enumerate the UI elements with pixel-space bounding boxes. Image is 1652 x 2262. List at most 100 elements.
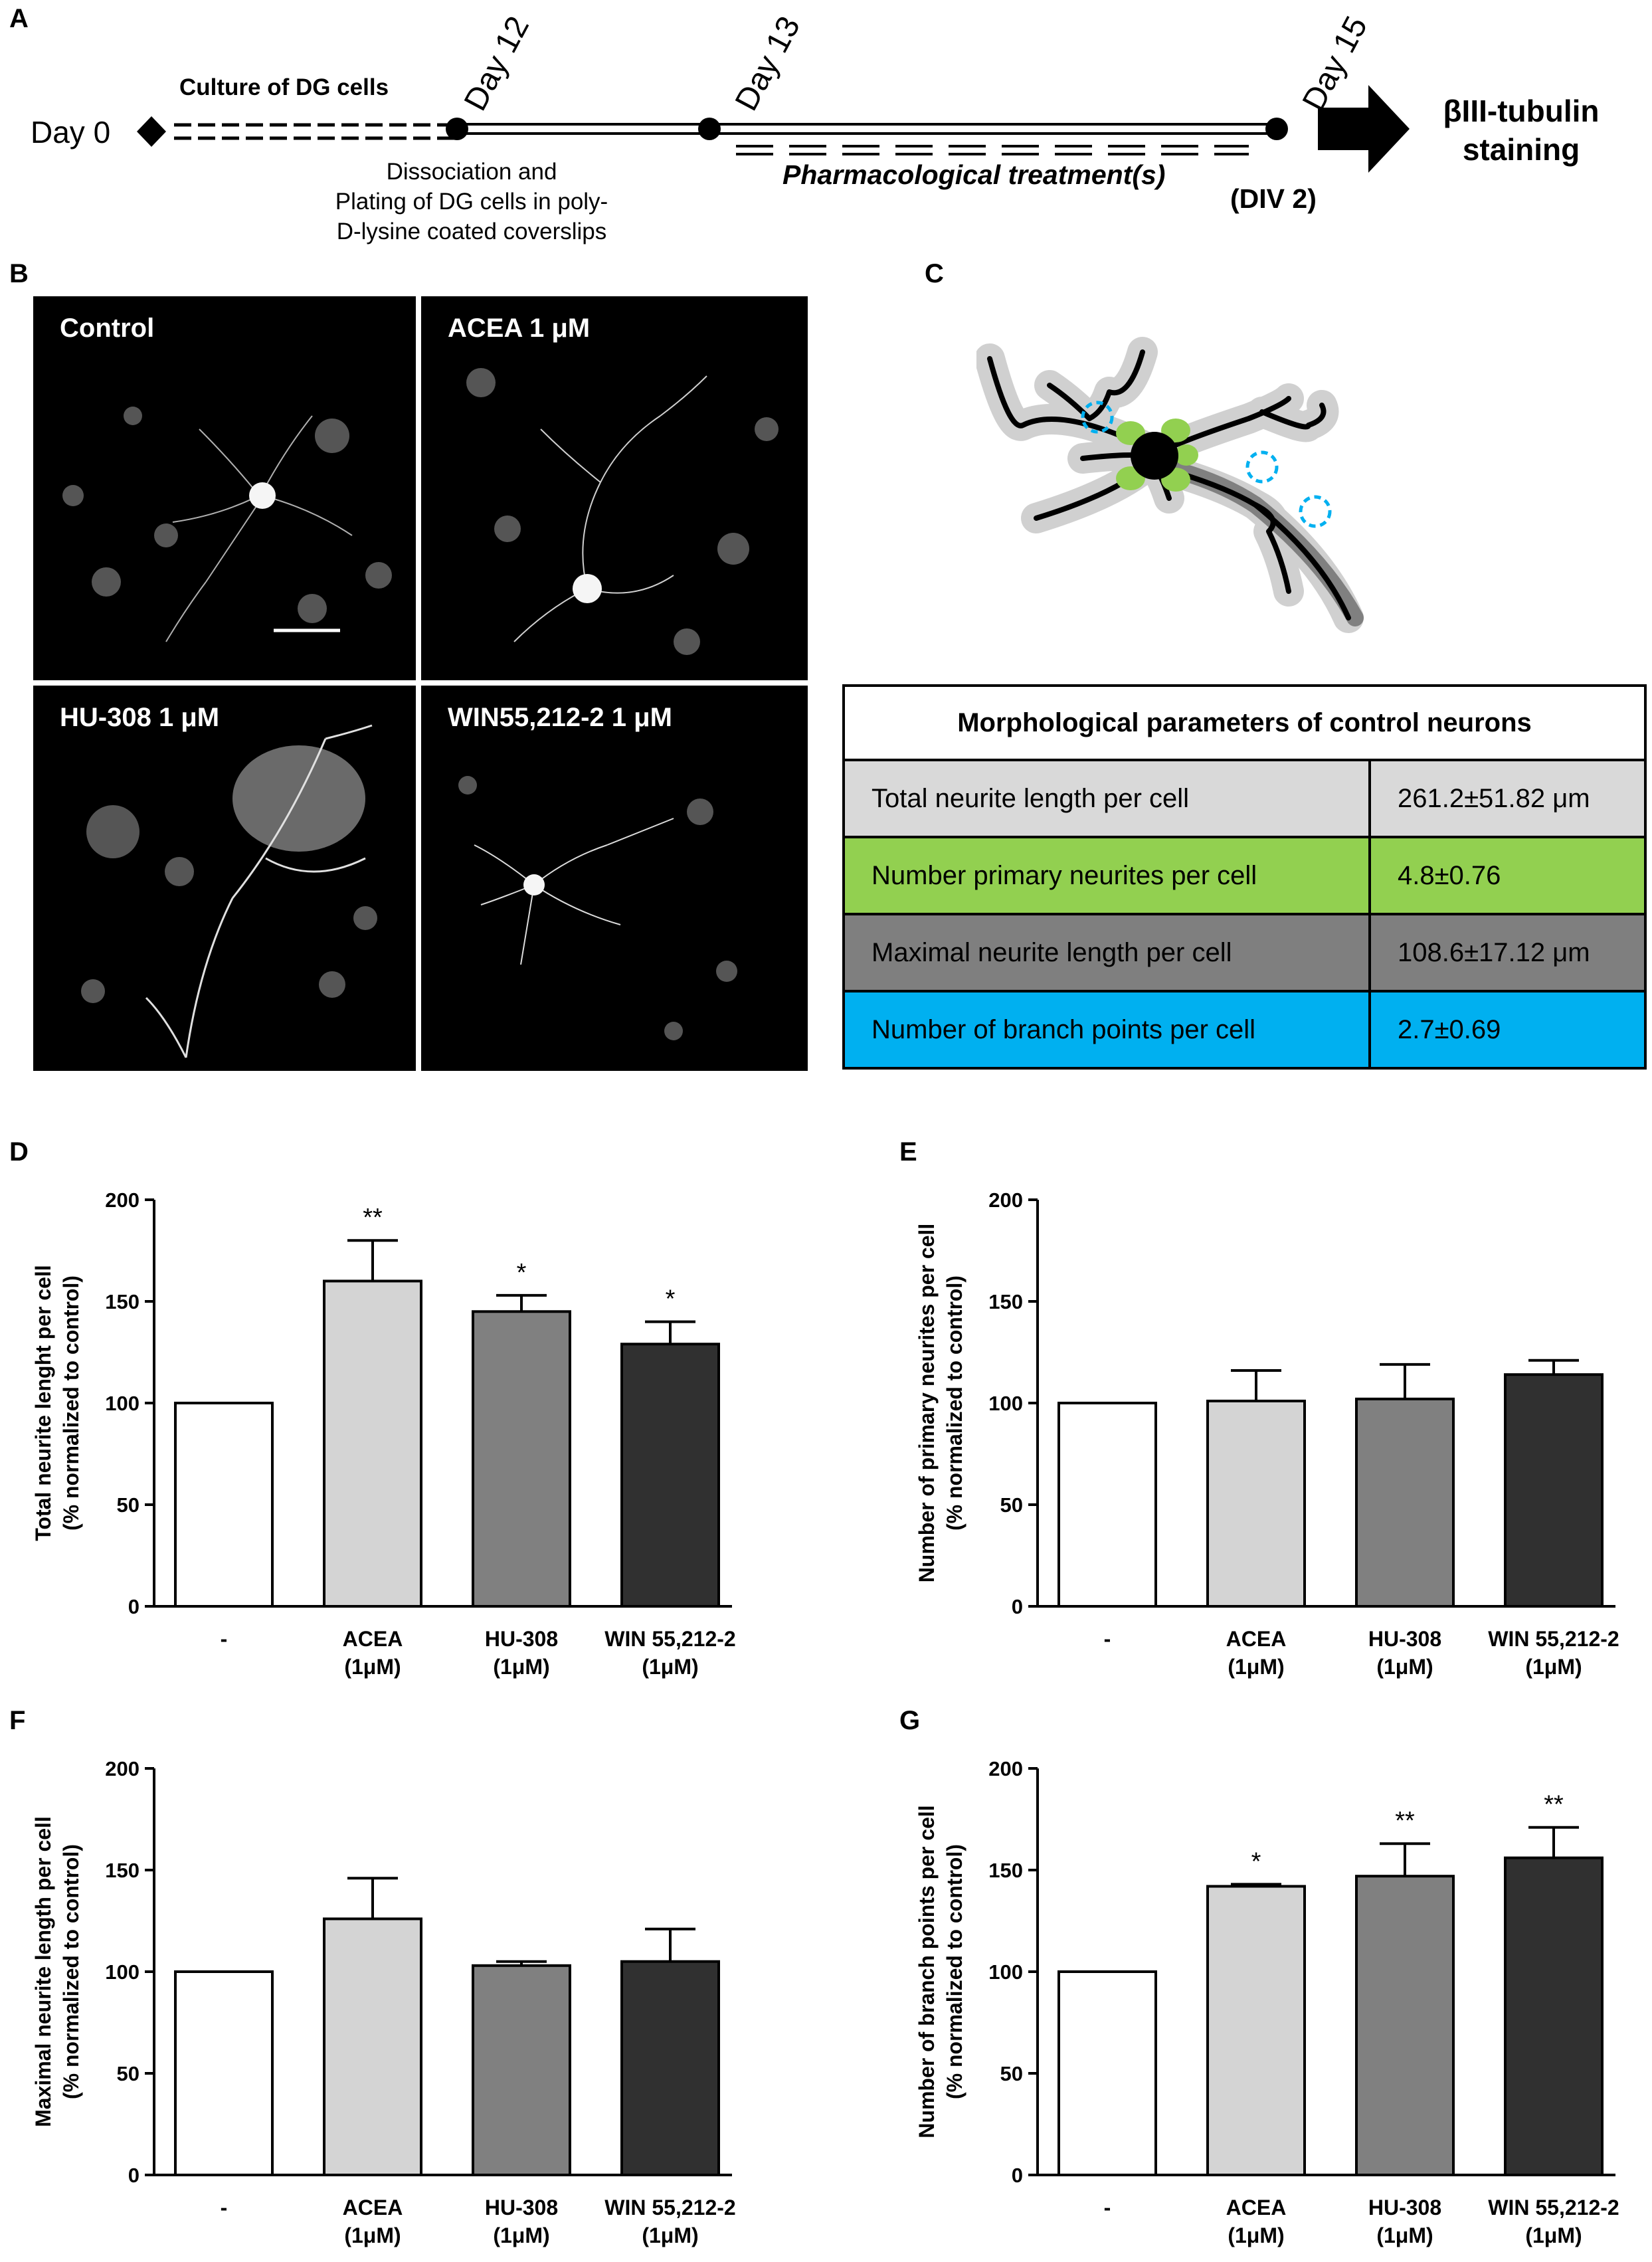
x-tick-label: WIN 55,212-2 [1488, 2196, 1619, 2219]
significance-label: ** [1544, 1791, 1564, 1819]
table-row: Total neurite length per cell 261.2±51.8… [845, 761, 1644, 838]
neuron-image [81, 724, 377, 1058]
table-row: Number primary neurites per cell 4.8±0.7… [845, 838, 1644, 915]
dissociation-line-2: Plating of DG cells in poly- [335, 189, 608, 215]
y-tick-label: 200 [988, 1757, 1023, 1780]
table-cell-value: 4.8±0.76 [1398, 860, 1501, 890]
day0-marker [137, 116, 166, 147]
y-tick-label: 100 [988, 1960, 1023, 1984]
x-tick-label: (1μM) [1525, 2223, 1582, 2247]
y-axis-label-line: (% normalized to control) [59, 1275, 83, 1531]
y-tick-label: 0 [128, 1595, 139, 1618]
bar [1206, 1885, 1306, 2176]
neuron-image [62, 407, 392, 642]
bar [1057, 1970, 1157, 2176]
treatment-dashes [736, 145, 1249, 155]
day12-marker [446, 118, 468, 140]
neuron-image [458, 776, 737, 1040]
panel-label-a: A [9, 4, 29, 33]
y-axis-label: Total neurite lenght per cell (% normaliz… [31, 1265, 83, 1541]
micrograph-acea: ACEA 1 μM [421, 296, 808, 680]
bar [472, 1310, 571, 1608]
y-tick-label: 200 [105, 1757, 139, 1780]
panel-label-g: G [899, 1706, 921, 1735]
bar [1504, 1373, 1604, 1608]
y-tick-label: 150 [988, 1290, 1023, 1313]
table-title: Morphological parameters of control neur… [845, 687, 1644, 761]
bar-chart-svg: 0 50 100 150 200 - ACEA (1μM) HU-308 (1μM) WIN 55,… [31, 1757, 736, 2247]
x-tick-label: (1μM) [642, 1655, 698, 1679]
y-tick-label: 50 [1000, 2062, 1023, 2085]
y-axis-label-line: (% normalized to control) [59, 1844, 83, 2099]
table-cell-value: 261.2±51.82 μm [1398, 783, 1590, 813]
chart-branch-points: 0 50 100 150 200 - * ACEA (1μM) ** HU-308 (1μM) ** WI… [864, 1698, 1652, 2259]
table-cell-value: 2.7±0.69 [1398, 1014, 1501, 1044]
x-tick-label: WIN 55,212-2 [604, 1627, 735, 1651]
x-tick-label: HU-308 [485, 2196, 558, 2219]
panel-label-c: C [925, 259, 944, 288]
y-axis-label-line: Number of primary neurites per cell [915, 1224, 939, 1583]
bar [323, 1279, 422, 1608]
x-tick-label: (1μM) [493, 2223, 549, 2247]
significance-label: ** [1395, 1807, 1415, 1835]
x-tick-label: (1μM) [493, 1655, 549, 1679]
div-label: (DIV 2) [1230, 183, 1317, 214]
y-tick-label: 100 [988, 1392, 1023, 1415]
x-tick-label: - [1104, 2196, 1111, 2219]
bar-chart-svg: 0 50 100 150 200 - * ACEA (1μM) ** HU-308 (1μM) ** WI… [915, 1757, 1619, 2247]
significance-label: * [666, 1285, 676, 1313]
x-tick-label: ACEA [1226, 2196, 1287, 2219]
table-cell-parameter: Total neurite length per cell [845, 761, 1371, 836]
micrograph-label-win: WIN55,212-2 1 μM [448, 703, 672, 732]
bar [174, 1402, 274, 1608]
y-tick-label: 0 [1012, 1595, 1023, 1618]
x-tick-label: - [221, 2196, 228, 2219]
y-tick-label: 100 [105, 1960, 139, 1984]
x-tick-label: ACEA [343, 2196, 403, 2219]
significance-label: ** [363, 1204, 383, 1232]
significance-label: * [1251, 1847, 1261, 1875]
arrow-icon [1318, 85, 1410, 173]
x-tick-label: HU-308 [1368, 1627, 1441, 1651]
x-tick-label: ACEA [1226, 1627, 1287, 1651]
table-cell-parameter: Maximal neurite length per cell [845, 915, 1371, 990]
dissociation-note: Dissociation and Plating of DG cells in … [332, 157, 611, 246]
staining-line-1: βIII-tubulin [1443, 94, 1600, 128]
significance-label: * [517, 1259, 527, 1287]
y-tick-label: 50 [117, 1493, 139, 1517]
x-tick-label: - [1104, 1627, 1111, 1651]
bar [1504, 1856, 1604, 2176]
chart-primary-neurites: 0 50 100 150 200 - ACEA (1μM) HU-308 (1μM) WIN 55,… [864, 1129, 1652, 1701]
bar [1206, 1399, 1306, 1608]
x-tick-label: (1μM) [344, 1655, 401, 1679]
chart-maximal-neurite-length: 0 50 100 150 200 - ACEA (1μM) HU-308 (1μM) WIN 55,… [0, 1698, 824, 2259]
staining-label: βIII-tubulin staining [1422, 92, 1621, 169]
x-tick-label: WIN 55,212-2 [604, 2196, 735, 2219]
y-axis-label-line: (% normalized to control) [943, 1844, 966, 2099]
y-axis-label: Number of primary neurites per cell (% no… [915, 1224, 966, 1583]
micrograph-label-acea: ACEA 1 μM [448, 314, 591, 343]
bar-chart-svg: 0 50 100 150 200 - ** ACEA (1μM) * HU-308 (1μM) * WIN… [31, 1188, 736, 1679]
y-tick-label: 200 [988, 1188, 1023, 1212]
micrograph-label-hu308: HU-308 1 μM [60, 703, 220, 732]
micrograph-control: Control [33, 296, 416, 680]
day13-marker [698, 118, 721, 140]
dissociation-line-3: D-lysine coated coverslips [336, 219, 607, 244]
timeline-diagram [137, 85, 1410, 173]
y-axis-label: Maximal neurite length per cell (% normal… [31, 1816, 83, 2127]
bar [323, 1917, 422, 2176]
y-tick-label: 100 [105, 1392, 139, 1415]
x-tick-label: ACEA [343, 1627, 403, 1651]
table-cell-parameter: Number of branch points per cell [845, 992, 1371, 1067]
micrograph-hu308: HU-308 1 μM [33, 686, 416, 1071]
panel-label-f: F [9, 1706, 26, 1735]
x-tick-label: (1μM) [1525, 1655, 1582, 1679]
table-row: Number of branch points per cell 2.7±0.6… [845, 992, 1644, 1067]
y-tick-label: 50 [1000, 1493, 1023, 1517]
chart-total-neurite-length: 0 50 100 150 200 - ** ACEA (1μM) * HU-308 (1μM) * WIN… [0, 1129, 824, 1701]
bar [1355, 1875, 1455, 2176]
soma [1131, 432, 1178, 480]
x-tick-label: (1μM) [1376, 2223, 1433, 2247]
y-tick-label: 150 [105, 1859, 139, 1882]
table-row: Maximal neurite length per cell 108.6±17… [845, 915, 1644, 992]
